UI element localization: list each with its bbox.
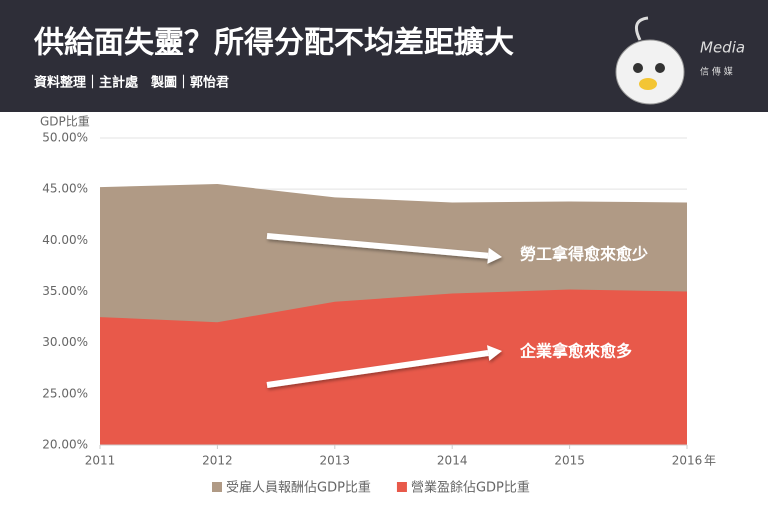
arrow-shaft (266, 350, 489, 388)
y-tick-label: 20.00% (42, 438, 88, 452)
x-tick-label: 2012 (202, 454, 233, 468)
legend-label: 受雇人員報酬佔GDP比重 (226, 480, 371, 496)
y-tick-label: 35.00% (42, 284, 88, 298)
title: 供給面失靈？所得分配不均差距擴大 (33, 26, 514, 61)
x-tick-label: 2013 (320, 454, 351, 468)
logo-text: Media (700, 39, 745, 57)
arrow (266, 345, 502, 388)
logo: Media 信 傳 媒 (615, 16, 745, 105)
y-tick-label: 40.00% (42, 233, 88, 247)
legend-label: 營業盈餘佔GDP比重 (411, 480, 530, 496)
legend-swatch (396, 482, 407, 492)
y-tick-label: 30.00% (42, 335, 88, 349)
y-tick-label: 45.00% (42, 182, 88, 196)
annotation: 企業拿愈來愈多 (519, 342, 632, 361)
x-tick-label: 2014 (437, 454, 468, 468)
x-tick-label: 2011 (85, 454, 116, 468)
y-tick-label: 50.00% (42, 131, 88, 145)
subtitle: 資料整理｜主計處 製圖｜郭怡君 (34, 75, 229, 91)
y-tick-label: 25.00% (42, 386, 88, 400)
arrow-head (487, 247, 502, 264)
x-tick-label: 2016 (672, 454, 703, 468)
x-axis-label: 年 (704, 454, 716, 468)
annotation: 勞工拿得愈來愈少 (520, 245, 648, 264)
arrow-shaft (266, 233, 489, 259)
legend-swatch (212, 482, 222, 492)
logo-sub: 信 傳 媒 (700, 66, 733, 78)
arrow (266, 233, 502, 264)
arrow-head (486, 345, 502, 361)
y-axis-label: GDP比重 (40, 115, 90, 129)
x-tick-label: 2015 (554, 454, 585, 468)
